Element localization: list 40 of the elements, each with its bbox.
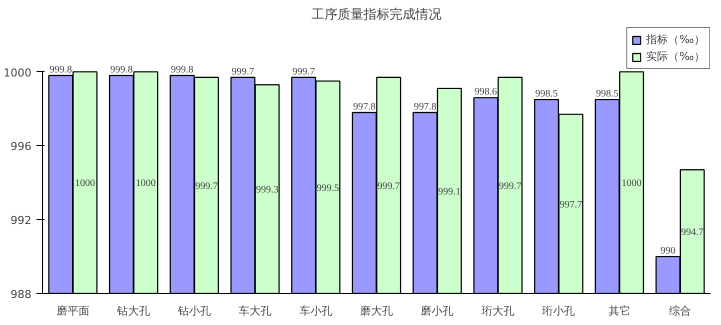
x-tick-label: 钻大孔 — [116, 304, 150, 318]
data-label: 999.7 — [498, 180, 522, 192]
data-label: 999.8 — [170, 64, 194, 76]
x-tick-label: 钻小孔 — [176, 304, 211, 318]
x-tick-label: 磨平面 — [56, 304, 90, 318]
x-tick-label: 磨小孔 — [420, 304, 454, 318]
data-label: 999.7 — [377, 180, 400, 192]
x-tick-label: 综合 — [669, 304, 692, 318]
y-tick-label: 988 — [10, 288, 32, 301]
data-label: 1000 — [75, 178, 96, 190]
data-label: 999.1 — [438, 186, 461, 198]
data-label: 1000 — [136, 178, 156, 190]
data-label: 999.7 — [292, 66, 315, 78]
x-tick-label: 其它 — [608, 304, 630, 318]
y-tick-label: 996 — [10, 140, 32, 154]
data-label: 999.7 — [232, 66, 254, 78]
data-label: 999.8 — [49, 64, 72, 76]
x-tick-label: 珩小孔 — [542, 304, 576, 318]
data-label: 999.3 — [256, 184, 278, 196]
data-label: 997.8 — [353, 101, 376, 112]
data-label: 998.5 — [535, 88, 558, 100]
data-label: 999.7 — [195, 180, 218, 192]
data-label: 999.5 — [316, 182, 340, 194]
x-tick-label: 磨大孔 — [360, 304, 393, 318]
y-tick-label: 992 — [10, 214, 32, 228]
data-label: 997.8 — [414, 101, 436, 112]
x-tick-label: 车大孔 — [238, 304, 272, 318]
data-label: 990 — [660, 246, 676, 257]
data-label: 997.7 — [560, 199, 582, 210]
data-label: 994.7 — [681, 227, 704, 238]
data-label: 998.6 — [474, 86, 498, 98]
data-label: 1000 — [622, 178, 642, 190]
legend-label: 实际（‰） — [646, 49, 705, 64]
legend-label: 指标（‰） — [646, 32, 705, 47]
x-tick-label: 车小孔 — [299, 304, 332, 318]
x-tick-label: 珩大孔 — [481, 304, 514, 318]
y-tick-label: 1000 — [4, 66, 32, 80]
chart-title: 工序质量指标完成情况 — [312, 6, 442, 22]
data-label: 999.8 — [110, 64, 133, 76]
data-label: 998.5 — [596, 88, 619, 100]
